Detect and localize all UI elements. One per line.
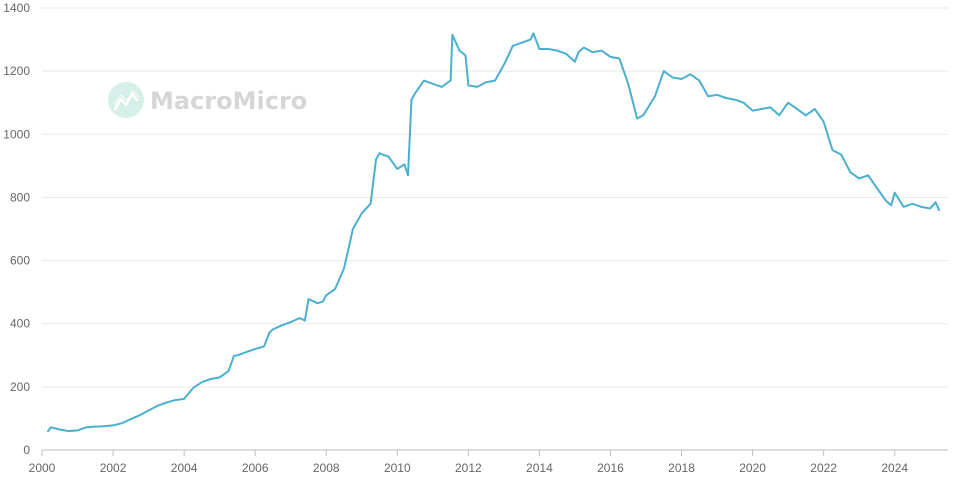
x-tick-label: 2014 bbox=[526, 461, 553, 475]
series-line bbox=[47, 32, 941, 433]
y-tick-label: 0 bbox=[23, 443, 30, 457]
x-tick-label: 2006 bbox=[242, 461, 269, 475]
watermark: MacroMicro bbox=[108, 82, 307, 118]
x-tick-label: 2004 bbox=[171, 461, 198, 475]
x-tick-label: 2020 bbox=[739, 461, 766, 475]
x-tick-label: 2002 bbox=[100, 461, 127, 475]
y-tick-label: 1200 bbox=[3, 64, 30, 78]
x-axis: 2000 2002 2004 2006 2008 2010 2012 2014 2016 2018… bbox=[29, 449, 948, 475]
x-tick-label: 2000 bbox=[29, 461, 56, 475]
x-tick-label: 2018 bbox=[668, 461, 695, 475]
x-tick-label: 2024 bbox=[881, 461, 908, 475]
macromicro-logo-icon bbox=[108, 82, 144, 118]
watermark-text: MacroMicro bbox=[150, 87, 307, 115]
y-tick-label: 200 bbox=[10, 380, 30, 394]
y-tick-label: 800 bbox=[10, 190, 30, 204]
x-tick-label: 2016 bbox=[597, 461, 624, 475]
x-tick-label: 2022 bbox=[810, 461, 837, 475]
x-tick-label: 2012 bbox=[455, 461, 482, 475]
x-tick-label: 2010 bbox=[384, 461, 411, 475]
gridlines bbox=[42, 7, 948, 388]
y-axis: 0 200 400 600 800 1000 1200 1400 bbox=[3, 1, 30, 457]
y-tick-label: 400 bbox=[10, 317, 30, 331]
y-tick-label: 1400 bbox=[3, 1, 30, 15]
y-tick-label: 1000 bbox=[3, 127, 30, 141]
series-layer bbox=[47, 32, 941, 433]
y-tick-label: 600 bbox=[10, 254, 30, 268]
x-tick-label: 2008 bbox=[313, 461, 340, 475]
